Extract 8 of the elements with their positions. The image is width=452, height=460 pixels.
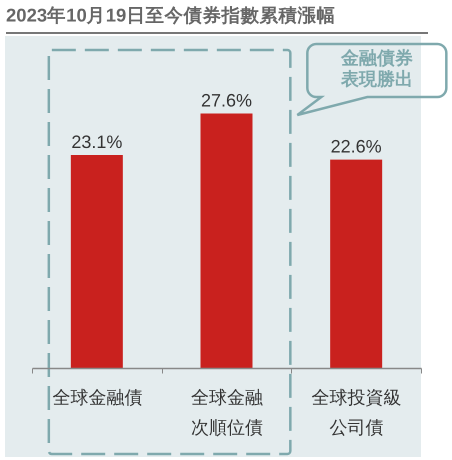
x-tick-label: 全球金融次順位債 [191,388,263,438]
data-label: 27.6% [200,90,252,110]
chart-title: 2023年10月19日至今債券指數累積漲幅 [6,4,336,26]
x-tick-label: 全球投資級公司債 [312,388,402,438]
data-label: 22.6% [330,136,382,157]
x-tick-label: 全球金融債 [52,388,142,408]
annotation: 金融債券表現勝出 [340,48,413,89]
data-label: 23.1% [71,132,122,152]
